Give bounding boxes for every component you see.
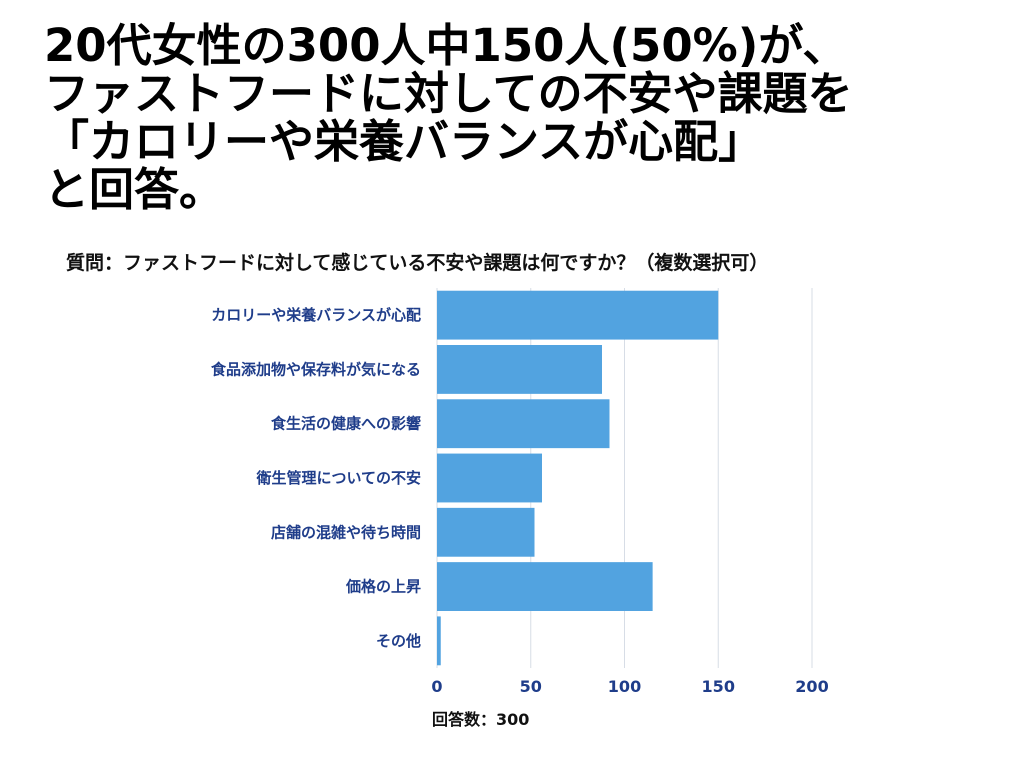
bar-0 [437,290,719,340]
bar-2 [437,399,610,449]
category-label-2: 食生活の健康への影響 [271,415,421,433]
headline-line-2: ファストフードに対しての不安や課題を [44,67,853,120]
x-tick-label-150: 150 [702,677,735,696]
bar-6 [437,616,441,666]
headline-line-3: 「カロリーや栄養バランスが心配」 [44,115,764,168]
x-tick-label-100: 100 [608,677,641,696]
headline-line-4: と回答。 [44,163,225,216]
category-label-1: 食品添加物や保存料が気になる [211,360,421,378]
bar-4 [437,507,535,557]
category-label-6: その他 [376,632,421,650]
x-axis-label: 回答数：300 [432,710,530,729]
category-label-5: 価格の上昇 [345,578,421,596]
category-label-4: 店舗の混雑や待ち時間 [271,523,421,541]
x-tick-label-50: 50 [520,677,542,696]
chart-title: 質問：ファストフードに対して感じている不安や課題は何ですか？（複数選択可） [66,252,769,274]
bar-3 [437,453,542,503]
x-tick-label-200: 200 [795,677,828,696]
category-label-0: カロリーや栄養バランスが心配 [211,306,421,324]
category-label-3: 衛生管理についての不安 [255,469,421,487]
bar-1 [437,345,602,394]
headline-line-1: 20代女性の300人中150人(50%)が、 [44,19,848,72]
x-tick-label-0: 0 [431,677,442,696]
headline: 20代女性の300人中150人(50%)が、 ファストフードに対しての不安や課題… [44,22,1004,214]
bar-5 [437,562,653,611]
